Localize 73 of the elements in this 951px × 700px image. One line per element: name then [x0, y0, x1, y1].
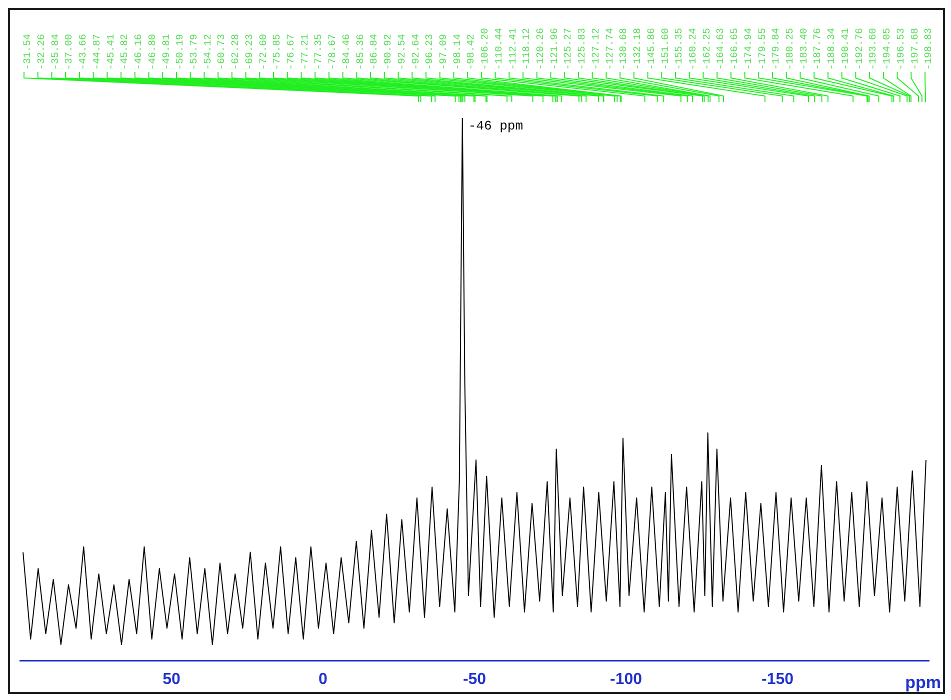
x-tick-label: -150	[761, 670, 794, 688]
text: -69.23	[244, 34, 256, 70]
text: -179.55	[758, 28, 769, 70]
x-tick-label: -50	[462, 670, 486, 688]
text: -118.12	[522, 28, 534, 70]
text: -37.00	[64, 34, 76, 70]
text: -72.60	[258, 34, 270, 70]
text: -31.54	[23, 34, 34, 70]
x-axis-title: ppm	[905, 672, 941, 692]
x-tick-label: 0	[318, 670, 328, 688]
text: -180.25	[786, 28, 797, 70]
annotation: -46 ppm	[468, 118, 524, 134]
text: -62.28	[231, 34, 242, 70]
text: -112.41	[508, 28, 520, 70]
text: -98.42	[466, 34, 478, 70]
text: -125.83	[578, 28, 589, 70]
text: -160.24	[688, 28, 700, 70]
text: -183.40	[799, 28, 810, 70]
text: -77.35	[314, 34, 326, 70]
text: -151.60	[660, 28, 672, 70]
text: -197.68	[910, 28, 922, 70]
text: -187.76	[813, 28, 824, 70]
text: -125.27	[564, 28, 575, 70]
text: -77.21	[300, 34, 312, 70]
text: -190.41	[840, 28, 852, 70]
text: -162.25	[702, 28, 714, 70]
text: -110.44	[494, 28, 506, 70]
text: -194.05	[882, 28, 894, 70]
text: -92.64	[411, 34, 422, 70]
text: -145.86	[646, 28, 658, 70]
text: -50.19	[176, 34, 187, 70]
text: -45.41	[106, 34, 118, 70]
text: -46.80	[148, 34, 159, 70]
text: -121.96	[550, 28, 561, 70]
text: -132.18	[633, 28, 644, 70]
text: -53.79	[189, 34, 200, 70]
text: -92.54	[397, 34, 408, 70]
text: -85.36	[356, 34, 367, 70]
text: -84.46	[342, 34, 353, 70]
text: -130.68	[619, 28, 630, 70]
text: -60.73	[217, 34, 228, 70]
text: -106.20	[480, 28, 492, 70]
x-tick-label: 50	[162, 670, 180, 688]
text: -97.09	[438, 34, 450, 70]
text: -155.35	[674, 28, 686, 70]
text: -174.94	[744, 28, 755, 70]
text: -76.67	[286, 34, 298, 70]
text: -188.34	[827, 28, 838, 70]
text: -193.60	[868, 28, 880, 70]
text: -192.76	[854, 28, 866, 70]
text: -98.14	[452, 34, 464, 70]
text: -127.12	[591, 28, 602, 70]
text: -32.26	[37, 34, 48, 70]
text: -49.81	[162, 34, 173, 70]
text: -46.16	[134, 34, 146, 70]
text: -54.12	[203, 34, 214, 70]
text: -86.84	[370, 34, 381, 70]
text: -127.74	[605, 28, 616, 70]
text: -196.53	[896, 28, 908, 70]
text: -43.66	[78, 34, 90, 70]
text: -120.26	[536, 28, 548, 70]
text: -179.84	[772, 28, 783, 70]
text: -96.23	[425, 34, 436, 70]
text: -198.83	[924, 28, 936, 70]
text: -35.84	[50, 34, 62, 70]
text: -166.65	[730, 28, 742, 70]
text: -44.87	[92, 34, 104, 70]
text: -90.92	[384, 34, 395, 70]
text: -45.82	[120, 34, 132, 70]
x-tick-label: -100	[610, 670, 642, 688]
text: -164.63	[716, 28, 728, 70]
text: -75.85	[272, 34, 284, 70]
text: -78.67	[328, 34, 340, 70]
